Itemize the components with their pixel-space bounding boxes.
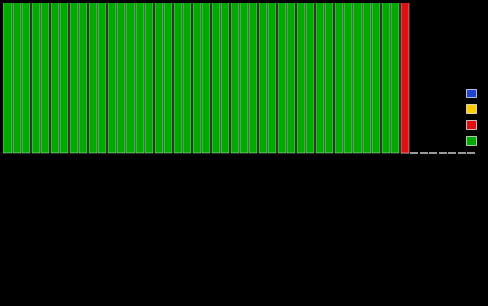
Bar	[212, 0, 220, 153]
Bar	[79, 0, 87, 153]
Bar	[259, 0, 267, 153]
Bar	[3, 0, 12, 153]
Bar	[382, 0, 390, 153]
Bar	[155, 0, 163, 153]
Bar	[278, 0, 286, 153]
Bar	[401, 0, 409, 153]
Bar	[22, 0, 30, 153]
Bar	[353, 0, 362, 153]
Bar	[13, 0, 21, 153]
Bar	[391, 0, 399, 153]
Bar	[70, 0, 78, 153]
Bar	[363, 0, 371, 153]
Bar	[249, 0, 258, 153]
Bar	[344, 0, 352, 153]
Bar	[268, 0, 276, 153]
Bar	[325, 0, 333, 153]
Bar	[193, 0, 201, 153]
Bar	[174, 0, 182, 153]
Bar	[297, 0, 305, 153]
Bar	[221, 0, 229, 153]
Bar	[164, 0, 172, 153]
Bar	[126, 0, 135, 153]
Bar	[287, 0, 295, 153]
Bar	[240, 0, 248, 153]
Bar	[316, 0, 324, 153]
Bar	[202, 0, 210, 153]
Bar	[145, 0, 153, 153]
Bar	[60, 0, 68, 153]
Bar	[89, 0, 97, 153]
Bar	[335, 0, 343, 153]
Bar	[306, 0, 314, 153]
Bar	[51, 0, 59, 153]
Bar	[136, 0, 144, 153]
Bar	[98, 0, 106, 153]
Bar	[41, 0, 49, 153]
Bar	[117, 0, 125, 153]
Bar	[107, 0, 116, 153]
Bar	[183, 0, 191, 153]
Bar	[372, 0, 381, 153]
Bar	[32, 0, 40, 153]
Legend: , , , : , , ,	[464, 86, 480, 147]
Bar	[230, 0, 239, 153]
